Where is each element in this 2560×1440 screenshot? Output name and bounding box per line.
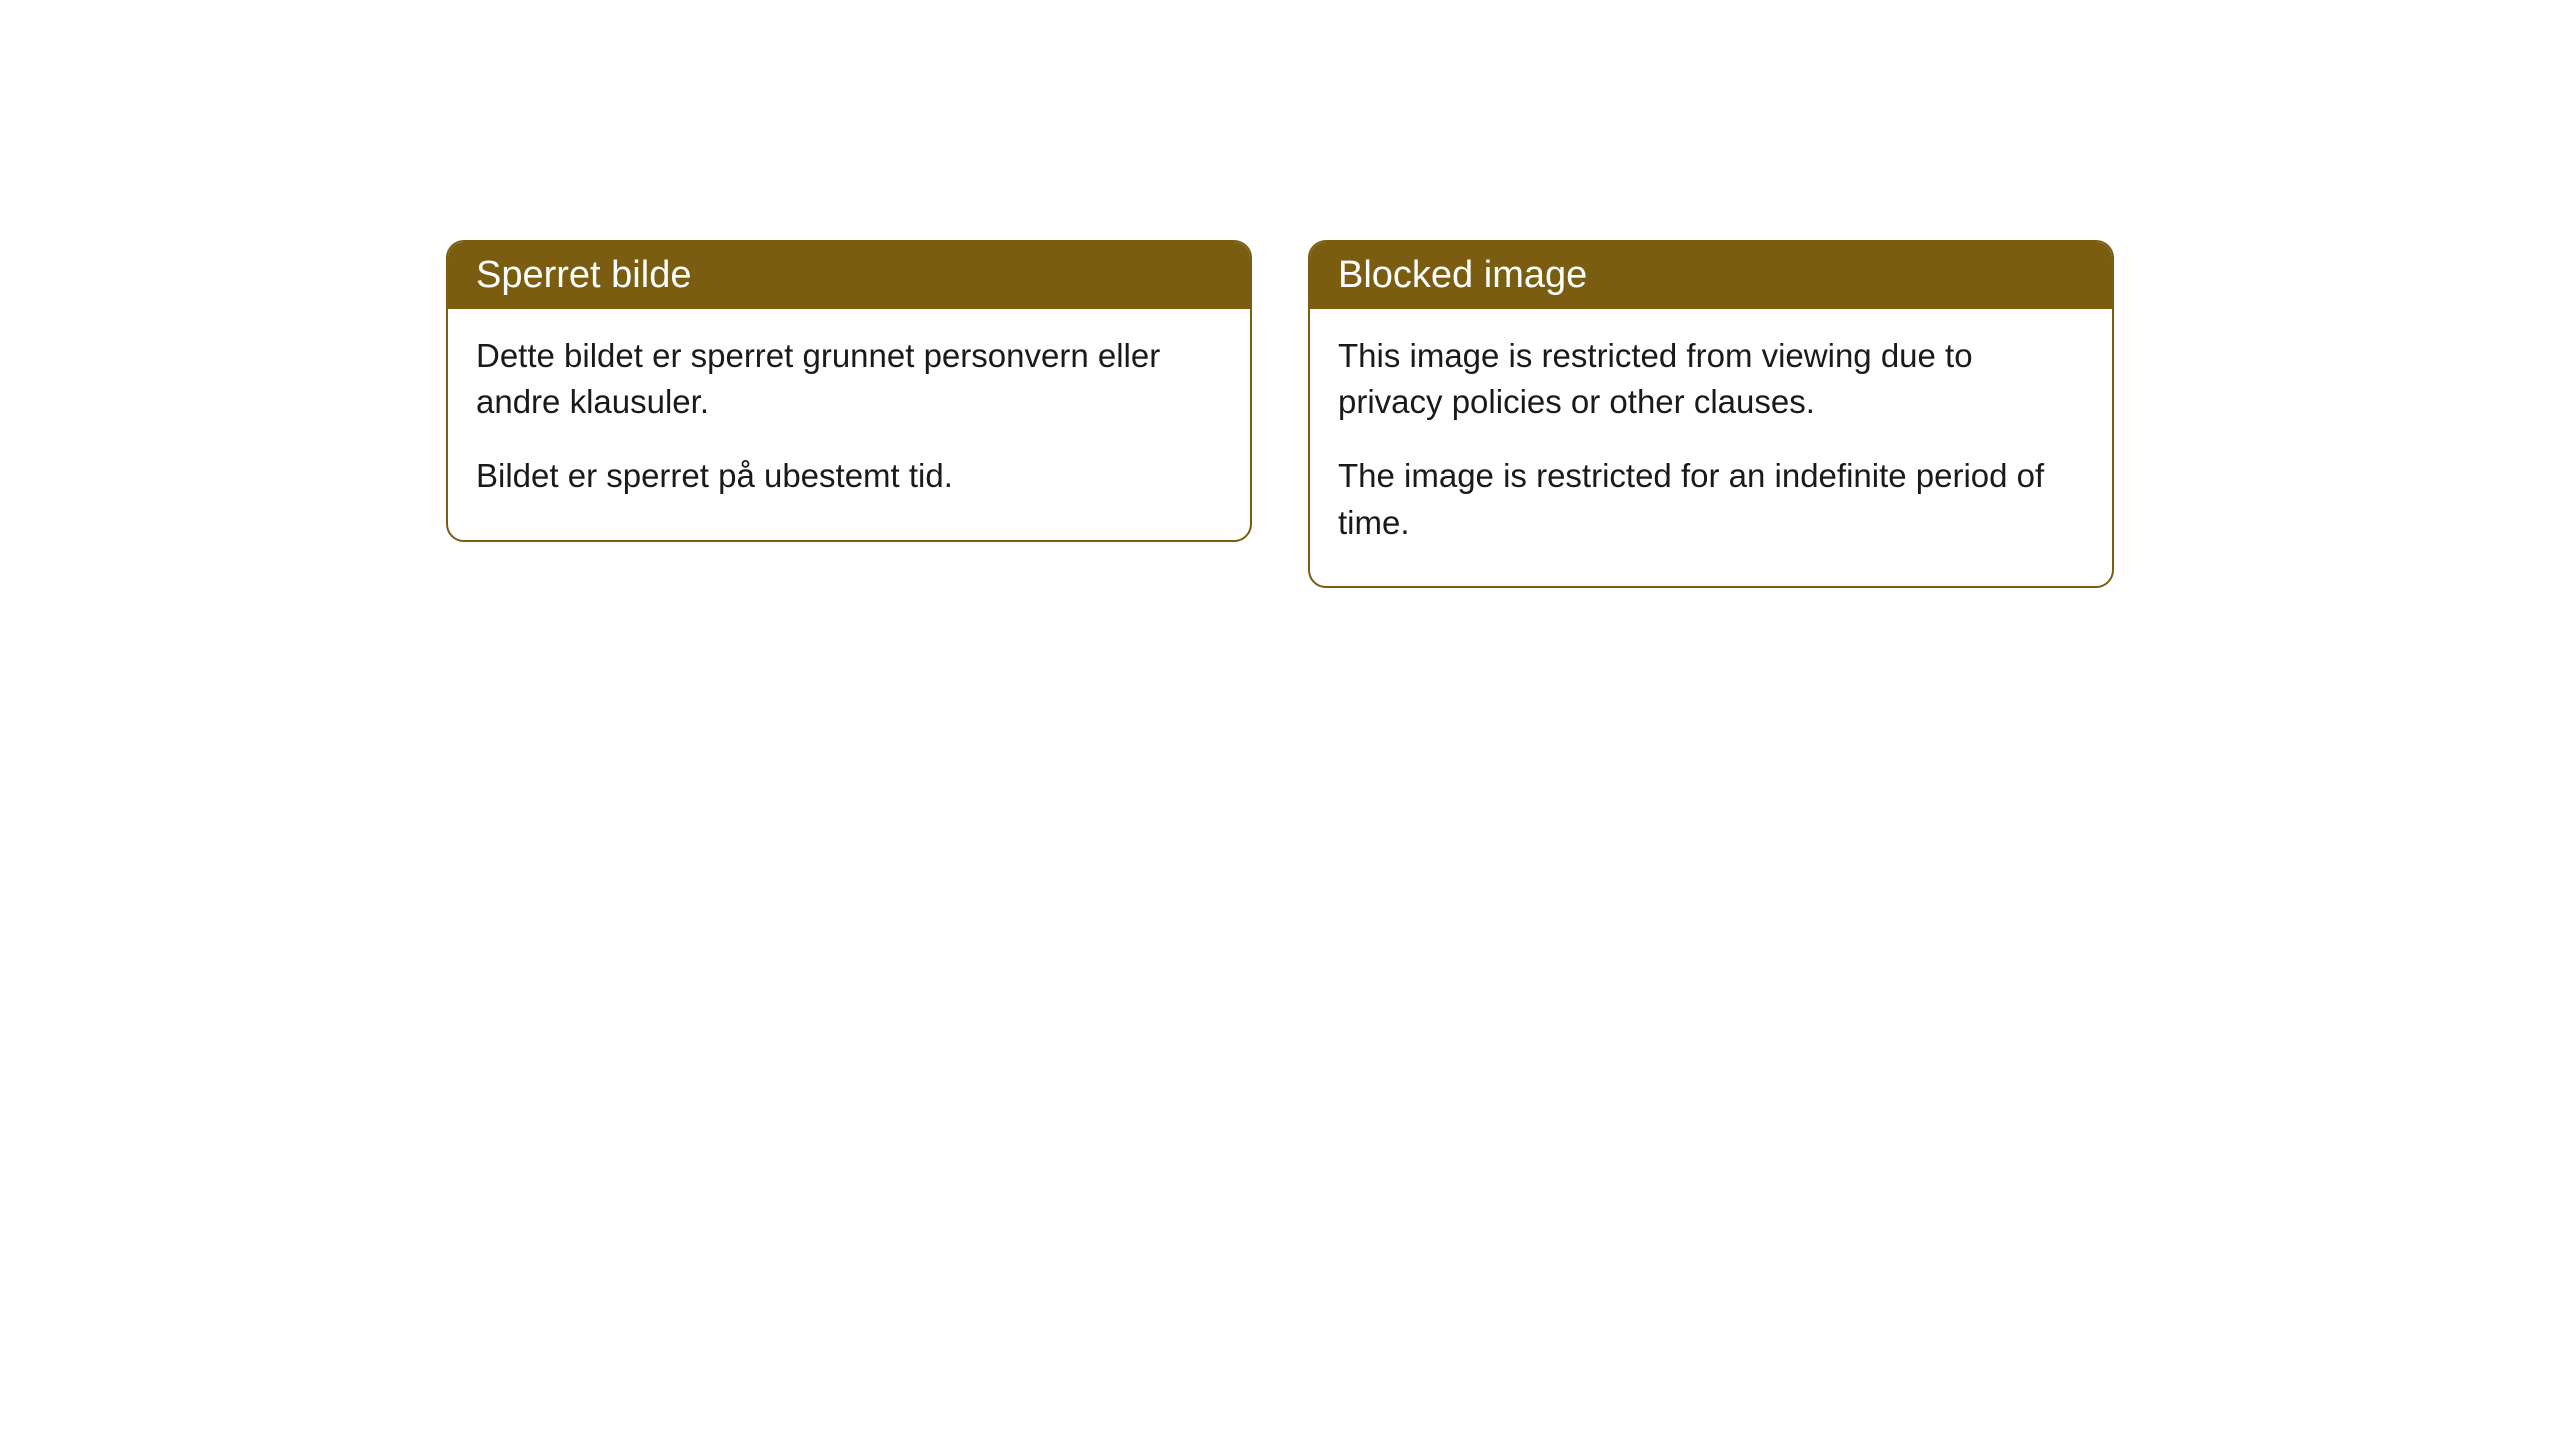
card-header-norwegian: Sperret bilde: [448, 242, 1250, 309]
cards-container: Sperret bilde Dette bildet er sperret gr…: [446, 240, 2114, 1440]
card-paragraph-2-english: The image is restricted for an indefinit…: [1338, 453, 2084, 545]
card-title-norwegian: Sperret bilde: [476, 254, 691, 296]
card-body-english: This image is restricted from viewing du…: [1310, 309, 2112, 586]
card-paragraph-1-norwegian: Dette bildet er sperret grunnet personve…: [476, 333, 1222, 425]
card-paragraph-2-norwegian: Bildet er sperret på ubestemt tid.: [476, 453, 1222, 499]
card-title-english: Blocked image: [1338, 254, 1587, 296]
blocked-image-card-english: Blocked image This image is restricted f…: [1308, 240, 2114, 588]
card-paragraph-1-english: This image is restricted from viewing du…: [1338, 333, 2084, 425]
card-header-english: Blocked image: [1310, 242, 2112, 309]
card-body-norwegian: Dette bildet er sperret grunnet personve…: [448, 309, 1250, 540]
blocked-image-card-norwegian: Sperret bilde Dette bildet er sperret gr…: [446, 240, 1252, 542]
